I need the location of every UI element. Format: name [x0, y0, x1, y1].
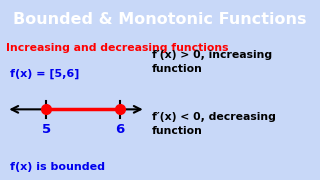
Text: f(x) = [5,6]: f(x) = [5,6]: [10, 68, 79, 79]
Text: 5: 5: [42, 123, 51, 136]
Text: f(x) is bounded: f(x) is bounded: [10, 162, 105, 172]
Text: 6: 6: [116, 123, 124, 136]
Text: Increasing and decreasing functions: Increasing and decreasing functions: [6, 43, 229, 53]
Text: f′(x) < 0, decreasing
function: f′(x) < 0, decreasing function: [152, 112, 276, 136]
Text: f′(x) > 0, increasing
function: f′(x) > 0, increasing function: [152, 50, 272, 74]
Text: Bounded & Monotonic Functions: Bounded & Monotonic Functions: [13, 12, 307, 27]
